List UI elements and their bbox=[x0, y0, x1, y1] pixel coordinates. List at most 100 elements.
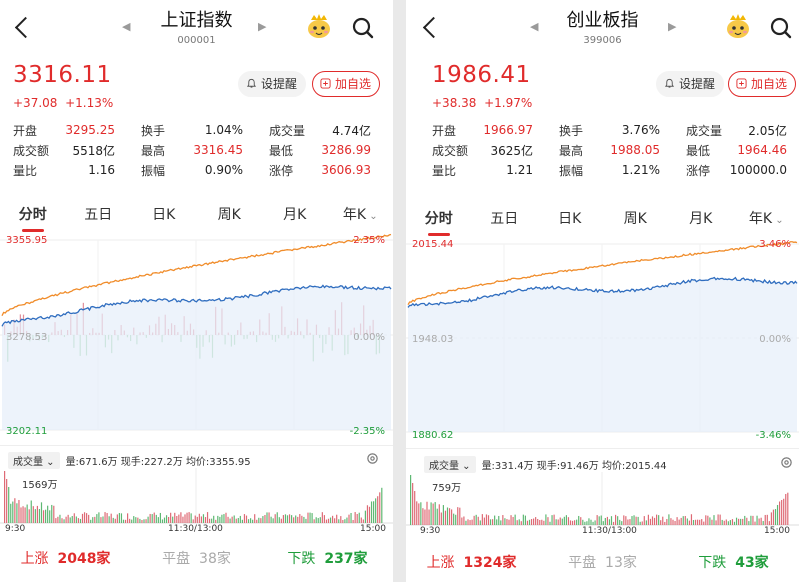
pct-axis-bottom-label: -2.35% bbox=[349, 426, 385, 437]
bell-icon bbox=[246, 78, 257, 88]
mascot-icon[interactable] bbox=[724, 13, 752, 41]
stat-value: 1966.97 bbox=[483, 123, 533, 137]
prev-arrow-icon[interactable]: ◀ bbox=[122, 20, 131, 33]
stat-label: 振幅 bbox=[559, 163, 584, 178]
stat-label: 最低 bbox=[269, 143, 294, 158]
stat-item: 量比 1.21 bbox=[432, 162, 533, 179]
stat-value: 1964.46 bbox=[737, 143, 787, 157]
add-watchlist-button[interactable]: 加自选 bbox=[312, 71, 381, 97]
stat-item: 换手 3.76% bbox=[559, 122, 660, 139]
index-code: 399006 bbox=[583, 35, 622, 46]
stat-item: 成交量 2.05亿 bbox=[686, 122, 787, 139]
mascot-icon[interactable] bbox=[305, 13, 333, 41]
tab-2[interactable]: 日K bbox=[558, 211, 582, 227]
next-arrow-icon[interactable]: ▶ bbox=[668, 20, 677, 33]
stat-label: 换手 bbox=[559, 123, 584, 138]
volume-header: 成交量 ⌄ 量:671.6万 现手:227.2万 均价:3355.95 bbox=[8, 452, 251, 469]
bell-icon bbox=[664, 78, 675, 88]
stat-value: 1988.05 bbox=[610, 143, 660, 157]
volume-value: 量:331.4万 bbox=[481, 461, 534, 472]
settings-gear-icon[interactable] bbox=[366, 452, 379, 465]
volume-value: 量:671.6万 bbox=[65, 457, 118, 468]
stat-label: 成交量 bbox=[269, 123, 306, 138]
current-hand-value: 现手:227.2万 bbox=[120, 457, 183, 468]
stat-item: 换手 1.04% bbox=[141, 122, 243, 139]
y-axis-top-label: 2015.44 bbox=[412, 239, 454, 250]
advancers[interactable]: 上涨 2048家 bbox=[20, 551, 111, 567]
tab-2[interactable]: 日K bbox=[152, 207, 176, 223]
tab-1[interactable]: 五日 bbox=[490, 211, 519, 227]
stat-label: 成交量 bbox=[686, 123, 723, 138]
stat-value: 1.04% bbox=[204, 123, 243, 137]
stat-item: 涨停 3606.93 bbox=[269, 162, 371, 179]
stat-label: 最低 bbox=[686, 143, 711, 158]
stat-item: 最高 3316.45 bbox=[141, 142, 243, 159]
volume-header: 成交量 ⌄ 量:331.4万 现手:91.46万 均价:2015.44 bbox=[424, 456, 667, 473]
advancers[interactable]: 上涨 1324家 bbox=[426, 555, 517, 571]
decliners[interactable]: 下跌 237家 bbox=[287, 551, 368, 567]
y-axis-mid-label: 3278.53 bbox=[6, 332, 48, 343]
unchanged[interactable]: 平盘 38家 bbox=[162, 551, 231, 567]
tab-3[interactable]: 周K bbox=[623, 211, 647, 227]
stat-value: 100000.0 bbox=[729, 163, 787, 177]
add-watchlist-button[interactable]: 加自选 bbox=[728, 71, 797, 97]
tab-0[interactable]: 分时 bbox=[0, 204, 66, 232]
prev-arrow-icon[interactable]: ◀ bbox=[530, 20, 539, 33]
header: ◀ 上证指数 000001 ▶ bbox=[0, 0, 393, 58]
stat-item: 最低 3286.99 bbox=[269, 142, 371, 159]
stats-row: 开盘 3295.25 换手 1.04% 成交量 4.74亿 bbox=[13, 120, 381, 140]
set-reminder-button[interactable]: 设提醒 bbox=[656, 71, 725, 97]
settings-gear-icon[interactable] bbox=[780, 456, 793, 469]
stat-value: 1.16 bbox=[88, 163, 115, 177]
stat-item: 开盘 3295.25 bbox=[13, 122, 115, 139]
quote-stats: 开盘 3295.25 换手 1.04% 成交量 4.74亿成交额 5518亿 最高 3316.4… bbox=[13, 120, 381, 180]
time-start-label: 9:30 bbox=[5, 524, 26, 534]
set-reminder-button[interactable]: 设提醒 bbox=[238, 71, 307, 97]
decliners[interactable]: 下跌 43家 bbox=[698, 555, 769, 571]
pct-axis-bottom-label: -3.46% bbox=[755, 430, 791, 441]
chevron-down-icon: ⌄ bbox=[772, 215, 784, 226]
index-code: 000001 bbox=[177, 35, 216, 46]
stat-value: 1.21 bbox=[506, 163, 533, 177]
time-mid-label: 11:30/13:00 bbox=[168, 524, 223, 534]
stat-value: 4.74亿 bbox=[332, 123, 371, 138]
quote-stats: 开盘 1966.97 换手 3.76% 成交量 2.05亿 成交额 3625亿 最高 1988.0… bbox=[432, 120, 787, 180]
market-breadth: 上涨 1324家 平盘 13家 下跌 43家 bbox=[406, 552, 799, 572]
stat-value: 3295.25 bbox=[65, 123, 115, 137]
stats-row: 成交额 3625亿 最高 1988.05 最低 1964.46 bbox=[432, 140, 787, 160]
price-change: +38.38 +1.97% bbox=[432, 96, 533, 110]
intraday-chart bbox=[0, 233, 393, 431]
tab-5[interactable]: 年K ⌄ bbox=[748, 211, 784, 227]
stat-item: 成交额 5518亿 bbox=[13, 142, 115, 159]
tab-4[interactable]: 月K bbox=[689, 211, 713, 227]
volume-indicator-select[interactable]: 成交量 ⌄ bbox=[8, 452, 60, 469]
header: ◀ 创业板指 399006 ▶ bbox=[406, 0, 799, 58]
volume-max-label: 1569万 bbox=[22, 480, 58, 491]
stat-label: 涨停 bbox=[269, 163, 294, 178]
index-panel-chinext: ◀ 创业板指 399006 ▶ 1986.41 +38.38 +1.97% 设提… bbox=[406, 0, 799, 582]
current-hand-value: 现手:91.46万 bbox=[536, 461, 599, 472]
tab-1[interactable]: 五日 bbox=[84, 207, 113, 223]
stat-value: 3606.93 bbox=[321, 163, 371, 177]
unchanged[interactable]: 平盘 13家 bbox=[568, 555, 637, 571]
volume-indicator-select[interactable]: 成交量 ⌄ bbox=[424, 456, 476, 473]
tab-0[interactable]: 分时 bbox=[406, 208, 472, 236]
tab-3[interactable]: 周K bbox=[217, 207, 241, 223]
index-panel-shanghai: ◀ 上证指数 000001 ▶ 3316.11 +37.08 +1.13% 设提… bbox=[0, 0, 393, 582]
tab-5[interactable]: 年K ⌄ bbox=[342, 207, 378, 223]
page-title: 上证指数 bbox=[160, 10, 233, 31]
chart-tabs: 分时 五日 日K 周K 月K 年K ⌄ bbox=[0, 204, 393, 232]
pct-axis-top-label: 3.46% bbox=[759, 239, 791, 250]
next-arrow-icon[interactable]: ▶ bbox=[258, 20, 267, 33]
average-price-value: 均价:2015.44 bbox=[601, 461, 667, 472]
search-icon[interactable] bbox=[769, 16, 793, 40]
volume-max-label: 759万 bbox=[432, 483, 462, 494]
current-price: 3316.11 bbox=[13, 62, 112, 88]
volume-chart bbox=[0, 468, 393, 524]
search-icon[interactable] bbox=[351, 16, 375, 40]
price-change: +37.08 +1.13% bbox=[13, 96, 114, 110]
stat-label: 振幅 bbox=[141, 163, 166, 178]
tab-4[interactable]: 月K bbox=[283, 207, 307, 223]
stat-item: 成交量 4.74亿 bbox=[269, 122, 371, 139]
stat-value: 3.76% bbox=[621, 123, 660, 137]
